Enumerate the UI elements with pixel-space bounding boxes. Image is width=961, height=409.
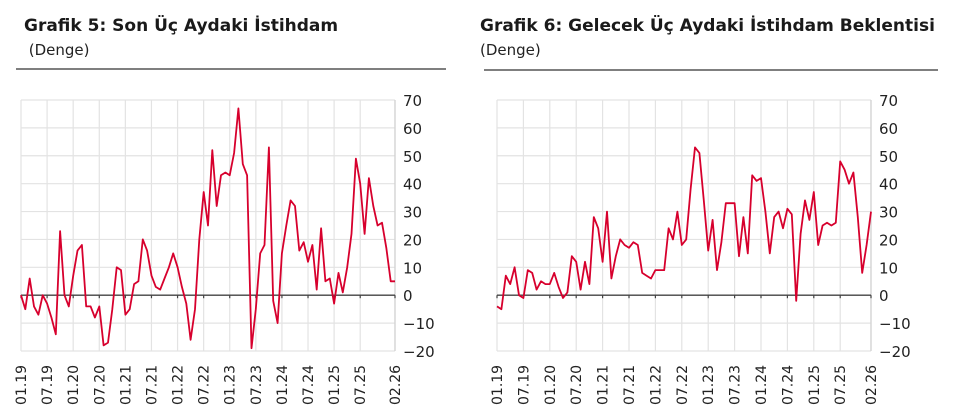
data-series-line bbox=[20, 107, 395, 350]
x-tick-label: 07.22 bbox=[675, 365, 691, 405]
chart-title: Grafik 5: Son Üç Aydaki İstihdam bbox=[24, 16, 339, 36]
x-tick-label: 07.24 bbox=[301, 365, 317, 405]
x-tick-label: 01.19 bbox=[490, 365, 506, 405]
x-tick-label: 01.22 bbox=[171, 365, 187, 405]
x-tick-label: 07.24 bbox=[780, 365, 796, 405]
y-tick-label: 20 bbox=[403, 231, 422, 249]
x-tick-label: 01.23 bbox=[701, 365, 717, 405]
y-tick-label: −20 bbox=[879, 343, 911, 361]
chart-title: Grafik 6: Gelecek Üç Aydaki İstihdam Bek… bbox=[480, 16, 935, 36]
x-tick-label: 01.23 bbox=[223, 365, 239, 405]
y-tick-label: 70 bbox=[403, 92, 422, 110]
x-tick-label: 01.24 bbox=[275, 365, 291, 405]
x-tick-label: 01.21 bbox=[118, 365, 134, 405]
x-tick-label: 07.23 bbox=[728, 365, 744, 405]
y-tick-label: 70 bbox=[879, 92, 898, 110]
y-tick-label: 0 bbox=[879, 287, 889, 305]
x-tick-label: 01.22 bbox=[648, 365, 664, 405]
x-tick-label: 01.19 bbox=[14, 365, 30, 405]
y-tick-label: 10 bbox=[879, 259, 898, 277]
x-tick-label: 01.20 bbox=[543, 365, 559, 405]
x-tick-label: 01.21 bbox=[596, 365, 612, 405]
chart-subtitle: (Denge) bbox=[24, 41, 90, 59]
y-tick-label: −10 bbox=[403, 315, 435, 333]
x-tick-label: 02.26 bbox=[864, 365, 880, 405]
y-tick-label: 30 bbox=[879, 204, 898, 222]
y-tick-label: 0 bbox=[403, 287, 413, 305]
x-tick-label: 01.20 bbox=[66, 365, 82, 405]
y-tick-label: 50 bbox=[879, 148, 898, 166]
x-tick-label: 01.25 bbox=[327, 365, 343, 405]
chart-panel-6: Grafik 6: Gelecek Üç Aydaki İstihdam Bek… bbox=[480, 0, 961, 409]
y-tick-label: 50 bbox=[403, 148, 422, 166]
chart-subtitle: (Denge) bbox=[480, 41, 541, 59]
x-tick-label: 07.20 bbox=[569, 365, 585, 405]
y-tick-label: 40 bbox=[403, 176, 422, 194]
data-series-line bbox=[496, 146, 872, 311]
x-tick-label: 07.25 bbox=[833, 365, 849, 405]
x-tick-label: 07.25 bbox=[353, 365, 369, 405]
y-tick-label: 10 bbox=[403, 259, 422, 277]
x-tick-label: 07.19 bbox=[40, 365, 56, 405]
chart-panel-5: Grafik 5: Son Üç Aydaki İstihdam (Denge)… bbox=[0, 0, 480, 409]
x-tick-label: 07.21 bbox=[622, 365, 638, 405]
line-chart: 70 60 50 40 30 20 10 0 −10 −20 01.19 07.19 01.20 07.2… bbox=[490, 92, 911, 405]
x-tick-label: 02.26 bbox=[388, 365, 404, 405]
y-tick-label: −10 bbox=[879, 315, 911, 333]
x-tick-label: 07.20 bbox=[92, 365, 108, 405]
y-tick-label: 40 bbox=[879, 176, 898, 194]
title-rule bbox=[484, 69, 938, 71]
line-chart: 70 60 50 40 30 20 10 0 −10 −20 01.19 07.19 01.20 07.2… bbox=[14, 92, 435, 405]
y-tick-label: 60 bbox=[403, 120, 422, 138]
x-tick-label: 01.25 bbox=[807, 365, 823, 405]
x-tick-label: 07.22 bbox=[197, 365, 213, 405]
x-tick-label: 01.24 bbox=[754, 365, 770, 405]
y-tick-label: 30 bbox=[403, 204, 422, 222]
y-tick-label: 20 bbox=[879, 231, 898, 249]
x-tick-label: 07.21 bbox=[144, 365, 160, 405]
y-tick-label: −20 bbox=[403, 343, 435, 361]
x-tick-label: 07.19 bbox=[516, 365, 532, 405]
title-rule bbox=[16, 68, 446, 70]
x-tick-label: 07.23 bbox=[249, 365, 265, 405]
y-tick-label: 60 bbox=[879, 120, 898, 138]
